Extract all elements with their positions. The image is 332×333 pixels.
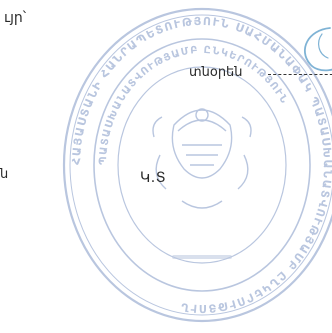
official-seal-stamp: ՀԱՅԱՍՏԱՆԻ ՀԱՆՐԱՊԵՏՈՒԹՅՈՒՆ ՍԱՀՄԱՆԱՓԱԿ ՊԱՏ… bbox=[62, 7, 332, 323]
seal-inner-text: ՊԱՏԱՍԽԱՆԱՏՎՈՒԹՅԱՄԲ ԸՆԿԵՐՈՒԹՅՈՒՆ bbox=[98, 45, 290, 165]
signature-line bbox=[268, 74, 332, 75]
coat-of-arms-emblem bbox=[152, 108, 252, 209]
seal-rings bbox=[62, 7, 332, 323]
left-text-fragment: ն bbox=[0, 167, 9, 182]
top-text-fragment: ւյր՝ bbox=[4, 10, 27, 26]
seal-bottom-numbers bbox=[172, 255, 232, 259]
handwritten-signature bbox=[304, 27, 332, 72]
seal-placeholder-label: Կ.Տ bbox=[140, 170, 167, 186]
director-label: տնօրեն bbox=[189, 65, 243, 80]
